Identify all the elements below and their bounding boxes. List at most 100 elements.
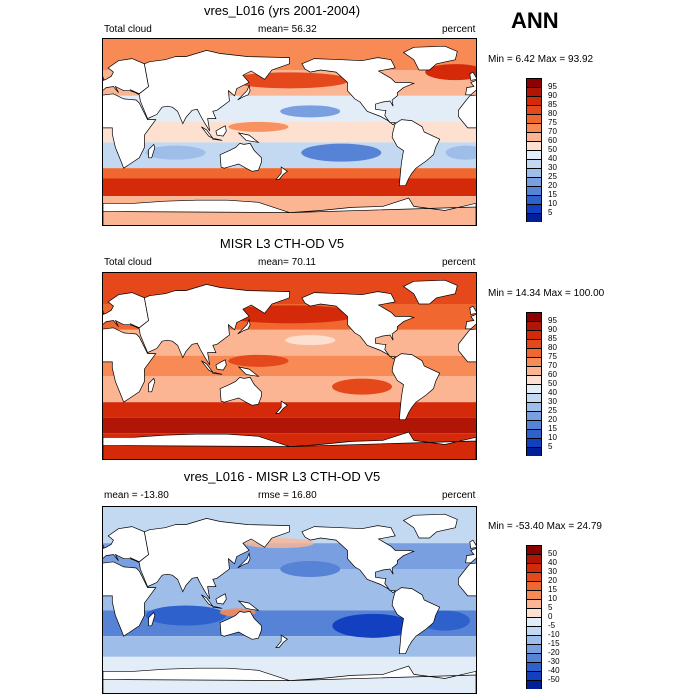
- colorbar-tick-label: 40: [548, 388, 557, 397]
- colorbar-swatch: [526, 393, 542, 402]
- coastline-africa: [103, 561, 157, 637]
- colorbar-tick-label: 60: [548, 136, 557, 145]
- coastline-antarctica: [289, 197, 476, 225]
- coastline-northAmerica: [301, 291, 416, 360]
- field-blob: [228, 121, 289, 132]
- colorbar-swatch: [526, 671, 542, 680]
- panel-1-units-label: percent: [442, 24, 476, 35]
- colorbar-tick-label: 10: [548, 433, 557, 442]
- colorbar-tick-label: 70: [548, 127, 557, 136]
- colorbar-tick-label: -20: [548, 648, 560, 657]
- colorbar-tick-label: 50: [548, 549, 557, 558]
- colorbar-swatch: [526, 348, 542, 357]
- coastline-asia: [129, 50, 290, 132]
- colorbar-swatch: [526, 662, 542, 671]
- panel-1-field: [103, 39, 476, 225]
- colorbar-tick-label: 90: [548, 91, 557, 100]
- coastline-australia: [219, 611, 262, 640]
- coastline-madagascar: [148, 611, 156, 627]
- colorbar-tick-label: 10: [548, 199, 557, 208]
- field-band: [103, 178, 476, 197]
- colorbar-swatch: [526, 411, 542, 420]
- colorbar-tick-label: 25: [548, 172, 557, 181]
- colorbar-swatch: [526, 213, 542, 222]
- panel-1-left-label: Total cloud: [104, 24, 152, 35]
- field-band: [103, 417, 476, 434]
- coastline-greenland: [402, 279, 458, 305]
- colorbar-tick-label: 15: [548, 424, 557, 433]
- colorbar-tick-label: 75: [548, 352, 557, 361]
- coastline-borneo: [215, 125, 227, 137]
- panel-2-minmax: Min = 14.34 Max = 100.00: [488, 288, 605, 299]
- field-band: [103, 636, 476, 657]
- coastline-uk: [469, 305, 476, 315]
- colorbar-tick-label: 40: [548, 558, 557, 567]
- panel-2-field: [103, 273, 476, 459]
- colorbar-swatch: [526, 554, 542, 563]
- colorbar-tick-label: 40: [548, 154, 557, 163]
- panel-3-colorbar: 50 40 30 20 15 10 5 0 -5 -10 -15 -20 -30 -40 -50: [526, 545, 560, 689]
- panel-3-map: [102, 506, 477, 694]
- panel-1-colorbar: 95 90 85 80 75 70 60 50 40 30 25 20 15 10 5: [526, 78, 557, 222]
- colorbar-tick-label: 30: [548, 567, 557, 576]
- colorbar-swatch: [526, 402, 542, 411]
- colorbar-swatch: [526, 312, 542, 321]
- coastline-asia: [129, 284, 290, 366]
- colorbar-swatch: [526, 438, 542, 447]
- field-blob: [280, 105, 341, 118]
- colorbar-tick-label: 80: [548, 109, 557, 118]
- coastline-indonesiaB: [212, 605, 223, 609]
- colorbar-swatch: [526, 599, 542, 608]
- coastline-newGuinea: [237, 132, 260, 143]
- colorbar-tick-label: 30: [548, 397, 557, 406]
- coastline-greenland: [402, 513, 458, 539]
- colorbar-swatch: [526, 177, 542, 186]
- coastline-asia: [129, 518, 290, 600]
- field-blob: [145, 145, 206, 160]
- colorbar-swatch: [526, 159, 542, 168]
- field-blob: [445, 145, 476, 160]
- coastline-indonesiaB: [212, 371, 223, 375]
- colorbar-swatch: [526, 204, 542, 213]
- colorbar-tick-label: 5: [548, 208, 553, 217]
- colorbar-tick-label: -10: [548, 630, 560, 639]
- colorbar-tick-label: 70: [548, 361, 557, 370]
- coastline-indonesiaB: [212, 137, 223, 141]
- coastline-antarctica: [289, 665, 476, 693]
- colorbar-swatch: [526, 132, 542, 141]
- colorbar-swatch: [526, 321, 542, 330]
- panel-1-minmax: Min = 6.42 Max = 93.92: [488, 54, 594, 65]
- coastline-uk: [103, 310, 105, 314]
- colorbar-tick-label: 95: [548, 316, 557, 325]
- colorbar-swatch: [526, 581, 542, 590]
- colorbar-swatch: [526, 420, 542, 429]
- colorbar-swatch: [526, 680, 542, 689]
- panel-2-map: [102, 272, 477, 460]
- colorbar-tick-label: 95: [548, 82, 557, 91]
- field-band: [103, 402, 476, 418]
- coastline-uk: [103, 544, 105, 548]
- coastline-borneo: [215, 593, 227, 605]
- panel-1-mean-label: mean= 56.32: [258, 24, 317, 35]
- colorbar-swatch: [526, 141, 542, 150]
- coastline-borneo: [215, 359, 227, 371]
- field-blob: [280, 561, 341, 577]
- panel-3-title: vres_L016 - MISR L3 CTH-OD V5: [183, 469, 381, 484]
- panel-3-minmax: Min = -53.40 Max = 24.79: [488, 521, 602, 532]
- panel-2-mean-label: mean= 70.11: [258, 257, 316, 268]
- colorbar-swatch: [526, 608, 542, 617]
- colorbar-swatch: [526, 366, 542, 375]
- colorbar-tick-label: -50: [548, 675, 560, 684]
- coastline-uk: [469, 539, 476, 549]
- colorbar-swatch: [526, 563, 542, 572]
- panel-2-left-label: Total cloud: [104, 257, 152, 268]
- coastline-antarctica: [289, 431, 476, 459]
- coastline-greenland: [402, 45, 458, 71]
- colorbar-swatch: [526, 186, 542, 195]
- coastline-japan: [237, 84, 251, 101]
- coastline-africa: [103, 93, 157, 169]
- coastline-antarctica: [103, 433, 290, 459]
- colorbar-tick-label: 85: [548, 100, 557, 109]
- colorbar-swatch: [526, 330, 542, 339]
- coastline-europe: [465, 548, 476, 564]
